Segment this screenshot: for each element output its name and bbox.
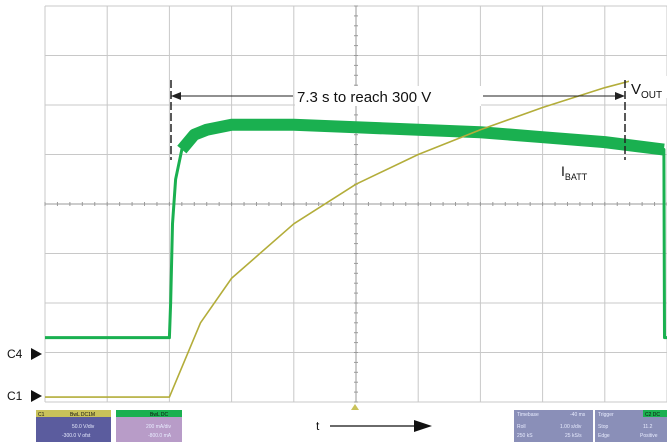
series-c4-noise-band — [177, 118, 665, 156]
annotation-arrow-left-head — [171, 92, 181, 100]
trigger-edge: Edge — [598, 433, 610, 439]
channel-markers: C4 C1 — [7, 347, 42, 403]
c1-status-tag: C1 — [38, 412, 45, 418]
measurement-annotation: 7.3 s to reach 300 V VOUT IBATT — [170, 76, 667, 182]
c1-status-header — [36, 410, 111, 417]
timebase-rate: 25 kS/s — [565, 433, 582, 439]
grid — [44, 5, 667, 403]
xlabel: t — [316, 419, 320, 433]
ibatt-label: IBATT — [561, 163, 588, 182]
trigger-tag-bg — [643, 410, 667, 417]
trigger-tag: C2 DC — [645, 412, 660, 418]
trigger-time-marker — [351, 404, 359, 410]
c4-status-scale: 200 mA/div — [146, 424, 172, 430]
annotation-text: 7.3 s to reach 300 V — [297, 89, 431, 106]
timebase-delay: -40 ms — [570, 412, 586, 418]
annotation-arrow-right-head — [615, 92, 625, 100]
c4-status-mode: BwL DC — [150, 412, 169, 418]
trigger-state: Stop — [598, 424, 609, 430]
trigger-label: Trigger — [598, 412, 614, 418]
trigger-slope: Positive — [640, 433, 658, 439]
time-arrow-head — [414, 420, 432, 432]
c1-status-mode: BwL DC1M — [70, 412, 95, 418]
traces — [45, 76, 667, 398]
vout-label-bg — [629, 76, 667, 98]
c1-status-offset: -300.0 V ofst — [62, 433, 91, 439]
c1-label: C1 — [7, 389, 23, 403]
c4-status-header — [116, 410, 182, 417]
series-c1-line — [45, 76, 667, 398]
status-bar: C1 BwL DC1M 50.0 V/div -300.0 V ofst BwL… — [36, 410, 667, 442]
vout-subscript: OUT — [641, 90, 662, 101]
timebase-mode: Roll — [517, 424, 526, 430]
time-axis-label: t — [316, 419, 432, 433]
annotation-text-bg — [295, 86, 481, 106]
timebase-samples: 250 kS — [517, 433, 533, 439]
timebase-label: Timebase — [517, 412, 539, 418]
trigger-level: 11.2 — [643, 424, 653, 430]
c1-marker-arrow — [31, 390, 42, 402]
timebase-status-block — [514, 410, 593, 442]
c4-label: C4 — [7, 347, 23, 361]
vout-label: VOUT — [631, 81, 662, 101]
ibatt-subscript: BATT — [565, 172, 588, 182]
timebase-tdiv: 1.00 s/div — [560, 424, 582, 430]
c1-status-scale: 50.0 V/div — [72, 424, 95, 430]
c4-marker-arrow — [31, 348, 42, 360]
c4-status-offset: -800.0 mA — [148, 433, 172, 439]
